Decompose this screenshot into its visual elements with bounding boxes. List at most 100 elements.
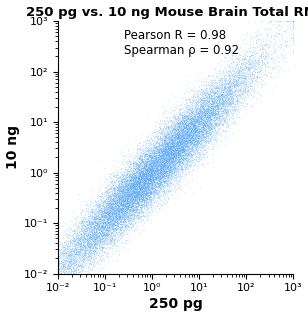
Point xyxy=(55,119,60,124)
Point xyxy=(140,166,145,171)
Point xyxy=(126,188,131,193)
Point xyxy=(139,186,144,191)
Point xyxy=(175,146,180,151)
Point xyxy=(171,148,176,153)
Point xyxy=(195,120,200,125)
Point xyxy=(182,120,187,125)
Point xyxy=(201,130,206,135)
Point xyxy=(176,151,181,156)
Point xyxy=(144,169,149,174)
Point xyxy=(107,220,112,225)
Point xyxy=(78,247,83,252)
Point xyxy=(222,97,227,102)
Point xyxy=(198,119,203,124)
Point xyxy=(172,159,176,164)
Point xyxy=(168,124,172,129)
Point xyxy=(210,103,215,108)
Point xyxy=(84,235,89,240)
Point xyxy=(111,185,116,191)
Point xyxy=(209,87,213,93)
Point xyxy=(189,110,194,115)
Point xyxy=(162,150,167,155)
Point xyxy=(103,216,108,221)
Point xyxy=(207,85,212,90)
Point xyxy=(106,178,111,183)
Point xyxy=(277,32,282,37)
Point xyxy=(150,160,155,165)
Point xyxy=(115,199,120,204)
Point xyxy=(167,109,172,114)
Point xyxy=(170,157,175,162)
Point xyxy=(148,177,152,182)
Point xyxy=(208,130,213,135)
Point xyxy=(247,56,252,61)
Point xyxy=(167,154,172,159)
Point xyxy=(55,83,60,88)
Point xyxy=(190,120,195,125)
Point xyxy=(70,261,75,266)
Point xyxy=(133,176,138,181)
Point xyxy=(132,182,137,187)
Point xyxy=(199,136,204,141)
Point xyxy=(55,142,60,147)
Point xyxy=(106,223,111,229)
Point xyxy=(240,56,245,61)
Point xyxy=(175,135,180,140)
Point xyxy=(162,155,167,160)
Point xyxy=(140,171,145,176)
Point xyxy=(177,147,182,152)
Point xyxy=(128,182,133,187)
Point xyxy=(144,210,148,216)
Point xyxy=(140,182,145,187)
Point xyxy=(185,150,190,155)
Point xyxy=(132,183,137,188)
Point xyxy=(180,133,185,138)
Point xyxy=(156,154,161,159)
Point xyxy=(164,153,168,158)
Point xyxy=(134,167,139,172)
Point xyxy=(91,249,96,255)
Point xyxy=(233,54,237,59)
Point xyxy=(198,130,203,135)
Point xyxy=(108,204,113,210)
Point xyxy=(140,184,145,189)
Point xyxy=(182,140,187,145)
Point xyxy=(169,127,174,133)
Point xyxy=(105,198,110,203)
Point xyxy=(153,144,158,149)
Point xyxy=(154,172,159,177)
Point xyxy=(198,147,203,152)
Point xyxy=(207,136,212,141)
Point xyxy=(148,175,152,180)
Point xyxy=(77,243,82,248)
Point xyxy=(161,164,166,169)
Point xyxy=(175,140,180,145)
Point xyxy=(156,120,161,125)
Point xyxy=(198,113,203,118)
Point xyxy=(95,222,100,227)
Point xyxy=(246,57,251,62)
Point xyxy=(142,178,147,183)
Point xyxy=(91,226,96,231)
Point xyxy=(181,121,186,126)
Point xyxy=(164,147,169,152)
Point xyxy=(213,83,217,88)
Point xyxy=(159,130,164,135)
Point xyxy=(95,248,100,253)
Point xyxy=(124,194,129,199)
Point xyxy=(171,140,176,146)
Point xyxy=(100,195,105,200)
Point xyxy=(136,180,141,185)
Point xyxy=(87,229,92,234)
Point xyxy=(66,259,71,264)
Point xyxy=(144,182,149,187)
Point xyxy=(68,250,73,255)
Point xyxy=(55,158,60,164)
Point xyxy=(189,126,194,131)
Point xyxy=(168,140,173,146)
Point xyxy=(129,205,134,210)
Point xyxy=(61,255,66,260)
Point xyxy=(95,218,99,223)
Point xyxy=(170,157,175,162)
Point xyxy=(129,174,134,179)
